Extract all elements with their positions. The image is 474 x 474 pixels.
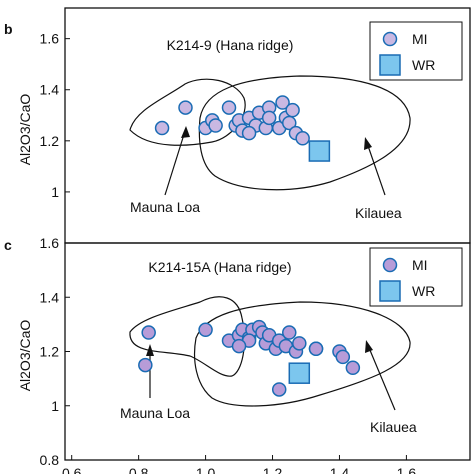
mi-marker xyxy=(241,125,257,141)
legend-label: WR xyxy=(412,57,435,73)
y-tick-label: 1.6 xyxy=(40,235,60,251)
wr-marker xyxy=(288,362,311,384)
x-tick-label: 1.2 xyxy=(263,465,283,474)
mi-marker xyxy=(231,338,247,354)
fields xyxy=(129,75,411,411)
arrowhead xyxy=(181,126,190,138)
panel-label: b xyxy=(4,21,13,37)
y-tick-label: 1 xyxy=(51,184,59,200)
arrowhead xyxy=(146,344,154,356)
kilauea-field-b xyxy=(198,75,411,191)
y-tick-label: 1.4 xyxy=(40,82,60,98)
mi-marker xyxy=(154,120,170,136)
legend-swatch xyxy=(379,54,401,76)
mi-marker xyxy=(141,325,156,340)
mi-marker xyxy=(295,131,310,146)
mi-marker xyxy=(282,325,297,340)
mauna-loa-field-c xyxy=(129,296,245,377)
x-tick-label: 0.8 xyxy=(129,465,149,474)
y-axis-label: Al2O3/CaO xyxy=(17,320,33,392)
legend-label: MI xyxy=(412,257,428,273)
field-label: Kilauea xyxy=(370,419,417,435)
mi-marker xyxy=(178,100,193,115)
legend-swatch xyxy=(382,257,398,273)
mi-marker xyxy=(138,357,153,373)
mi-marker xyxy=(208,118,223,133)
x-tick-label: 1.6 xyxy=(397,465,417,474)
mi-marker xyxy=(221,100,237,115)
field-label: Mauna Loa xyxy=(120,405,190,421)
x-tick-label: 1.0 xyxy=(196,465,216,474)
legend-swatch xyxy=(379,280,401,302)
y-tick-label: 1.4 xyxy=(40,289,60,305)
legend-swatch xyxy=(382,31,398,47)
arrow xyxy=(366,342,396,411)
arrowhead xyxy=(364,137,372,150)
mi-marker xyxy=(308,341,324,357)
mi-marker xyxy=(198,322,213,338)
wr-marker xyxy=(308,140,331,162)
mi-marker xyxy=(292,336,307,351)
y-tick-label: 1.2 xyxy=(40,344,60,360)
mi-marker xyxy=(345,360,361,376)
panel-label: c xyxy=(4,237,12,253)
annotation: K214-15A (Hana ridge) xyxy=(148,259,291,275)
mi-marker xyxy=(271,382,287,397)
legend-label: MI xyxy=(412,31,428,47)
annotation: K214-9 (Hana ridge) xyxy=(167,37,294,53)
field-label: Kilauea xyxy=(355,205,402,221)
y-tick-label: 1.6 xyxy=(40,31,60,47)
x-tick-label: 1.4 xyxy=(330,465,350,474)
y-tick-label: 1 xyxy=(51,398,59,414)
arrow xyxy=(365,139,386,196)
field-label: Mauna Loa xyxy=(130,199,200,215)
y-tick-label: 0.8 xyxy=(40,452,60,468)
legend-label: WR xyxy=(412,283,435,299)
y-axis-label: Al2O3/CaO xyxy=(17,94,33,166)
arrowhead xyxy=(365,340,373,353)
kilauea-field-c xyxy=(193,301,411,407)
y-tick-label: 1.2 xyxy=(40,133,60,149)
mi-marker xyxy=(275,95,290,110)
x-tick-label: 0.6 xyxy=(62,465,82,474)
mi-marker xyxy=(285,102,300,118)
mi-marker xyxy=(261,110,277,126)
mi-marker xyxy=(335,349,351,365)
mauna-loa-field-b xyxy=(129,78,246,146)
arrow xyxy=(164,127,187,196)
